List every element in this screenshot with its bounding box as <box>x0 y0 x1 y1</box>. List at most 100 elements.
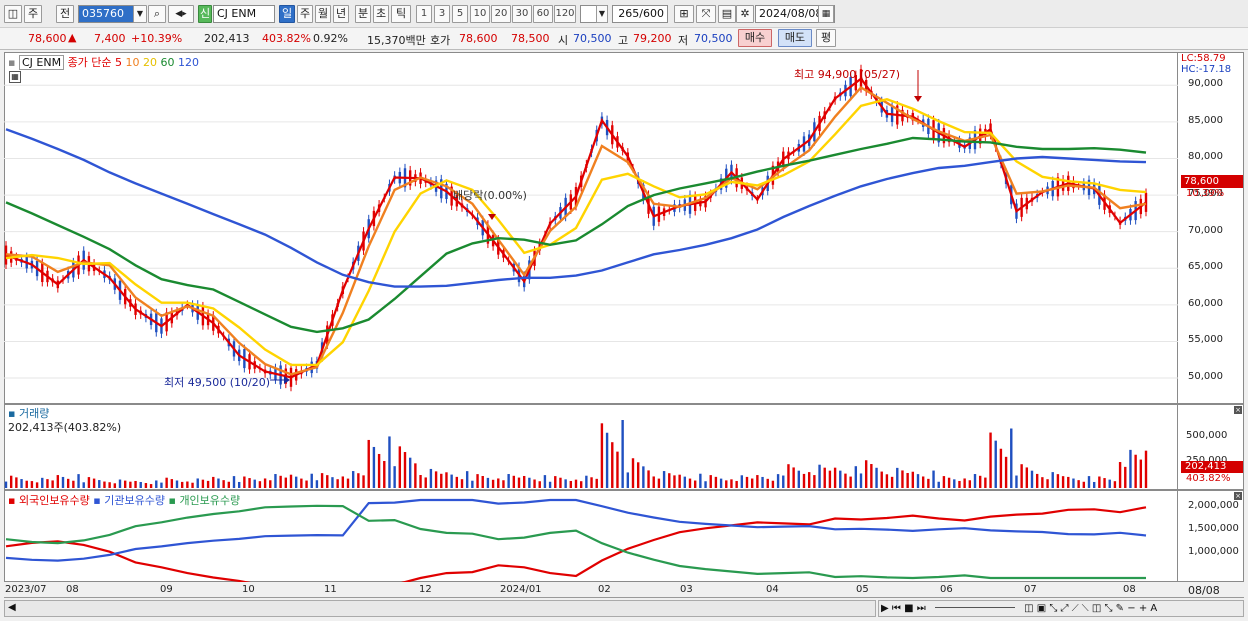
minute-1-button[interactable]: 1 <box>416 5 432 23</box>
volume-bar <box>315 480 319 488</box>
volume-bar <box>839 470 842 488</box>
period-minute-button[interactable]: 분 <box>355 5 371 23</box>
bar-count-field[interactable]: 265/600 <box>612 5 668 23</box>
calendar-icon[interactable]: ▦ <box>818 5 834 23</box>
volume-bar <box>818 464 821 488</box>
minute-10-button[interactable]: 10 <box>470 5 490 23</box>
interval-dropdown-icon[interactable]: ▼ <box>596 5 608 23</box>
volume-bar <box>160 482 163 488</box>
minute-30-button[interactable]: 30 <box>512 5 532 23</box>
volume-bar <box>792 467 795 488</box>
minute-20-button[interactable]: 20 <box>491 5 511 23</box>
period-tick-button[interactable]: 틱 <box>391 5 411 23</box>
stop-icon[interactable]: ■ <box>904 603 914 614</box>
volume-panel[interactable] <box>4 404 1178 490</box>
period-daily-button[interactable]: 일 <box>279 5 295 23</box>
holdings-close-icon[interactable]: × <box>1234 492 1242 500</box>
search-icon[interactable]: ⌕ <box>148 5 166 23</box>
first-icon[interactable]: ⏮ <box>891 603 901 614</box>
sound-icon[interactable]: ◀▸ <box>168 5 194 23</box>
open-price: 70,500 <box>573 32 612 45</box>
zoom-out-icon[interactable]: − <box>1127 603 1136 614</box>
price-axis-tick: 90,000 <box>1188 78 1223 90</box>
volume-close-icon[interactable]: × <box>1234 406 1242 414</box>
volume-bar <box>942 476 946 488</box>
price-axis-tick: 75,000 <box>1188 188 1223 200</box>
ma-line-5 <box>5 77 1147 379</box>
candle-body <box>1144 192 1148 212</box>
last-icon[interactable]: ⏭ <box>916 603 926 614</box>
sell-button[interactable]: 매도 <box>778 29 812 47</box>
stock-code-input[interactable]: 035760 <box>78 5 146 23</box>
text-tool-icon[interactable]: A <box>1150 603 1158 614</box>
horizontal-scrollbar[interactable]: ◀ <box>4 600 876 617</box>
up-arrow-icon: ▲ <box>68 31 77 44</box>
period-yearly-button[interactable]: 년 <box>333 5 349 23</box>
period-monthly-button[interactable]: 월 <box>315 5 331 23</box>
volume-bar <box>880 471 883 488</box>
volume-bar <box>528 477 531 488</box>
volume-bar <box>569 480 573 488</box>
new-listing-badge: 신 <box>198 5 212 23</box>
volume-bar <box>1129 449 1132 488</box>
volume-bar <box>652 476 655 488</box>
ma-line-60 <box>5 136 1147 334</box>
volume-bar <box>35 482 39 488</box>
volume-bar <box>585 475 588 488</box>
prev-button[interactable]: 전 <box>56 5 74 23</box>
volume-bar <box>77 474 80 488</box>
legend-stock-name: CJ ENM <box>18 55 65 70</box>
holdings-axis-1m: 1,000,000 <box>1188 546 1239 557</box>
price-chart-panel[interactable] <box>4 52 1178 404</box>
minute-3-button[interactable]: 3 <box>434 5 450 23</box>
current-price: 78,600 <box>28 32 67 45</box>
volume-bar <box>388 436 391 488</box>
scroll-left-icon[interactable]: ◀ <box>8 602 16 613</box>
buy-button[interactable]: 매수 <box>738 29 772 47</box>
weekly-toggle-button[interactable]: 주 <box>24 5 42 23</box>
volume-bar <box>600 423 604 488</box>
volume-bar <box>735 480 738 488</box>
volume-bar <box>289 474 293 488</box>
volume-bar <box>642 466 645 488</box>
volume-bar <box>766 478 769 488</box>
volume-bar <box>828 470 832 488</box>
volume-bar <box>471 480 474 488</box>
date-field[interactable]: 2024/08/08 <box>755 5 835 23</box>
volume-bar <box>740 475 744 488</box>
tool-icons[interactable]: ◫ ▣ ⤡ ⤢ ⟋ ⟍ ◫ ⤡ ✎ <box>1024 603 1125 614</box>
volume-bar <box>497 478 500 488</box>
volume-bar <box>787 464 790 488</box>
chart-type-icon[interactable]: ⊞ <box>674 5 694 23</box>
turnover-pct: 0.92% <box>313 32 348 45</box>
volume-bar <box>968 480 972 488</box>
volume-bar <box>419 475 422 488</box>
volume-bar <box>82 482 85 488</box>
zoom-in-icon[interactable]: + <box>1138 603 1148 614</box>
volume-bar <box>864 460 868 488</box>
avg-button[interactable]: 평 <box>816 29 836 47</box>
grid-table-icon[interactable]: ▦ <box>9 71 21 83</box>
code-dropdown-icon[interactable]: ▼ <box>133 5 147 23</box>
volume-bar <box>947 477 951 488</box>
minute-60-button[interactable]: 60 <box>533 5 553 23</box>
volume-bar <box>1051 472 1054 488</box>
volume-bar <box>678 474 681 488</box>
price-axis-tick: 55,000 <box>1188 334 1223 346</box>
save-icon[interactable]: ▤ <box>718 5 736 23</box>
scroll-right-icon[interactable]: ▶ <box>881 603 889 614</box>
volume-bar <box>331 477 334 488</box>
stock-name-field[interactable]: CJ ENM <box>213 5 275 23</box>
ask-price: 78,600 <box>459 32 498 45</box>
minute-5-button[interactable]: 5 <box>452 5 468 23</box>
period-weekly-button[interactable]: 주 <box>297 5 313 23</box>
settings-gear-icon[interactable]: ✲ <box>736 5 754 23</box>
minute-120-button[interactable]: 120 <box>554 5 576 23</box>
compare-icon[interactable]: ⤧ <box>696 5 716 23</box>
zoom-slider[interactable] <box>934 607 1015 608</box>
period-second-button[interactable]: 초 <box>373 5 389 23</box>
x-axis-tick: 08 <box>66 584 79 595</box>
x-axis-tick: 10 <box>242 584 255 595</box>
window-icon[interactable]: ◫ <box>4 5 22 23</box>
